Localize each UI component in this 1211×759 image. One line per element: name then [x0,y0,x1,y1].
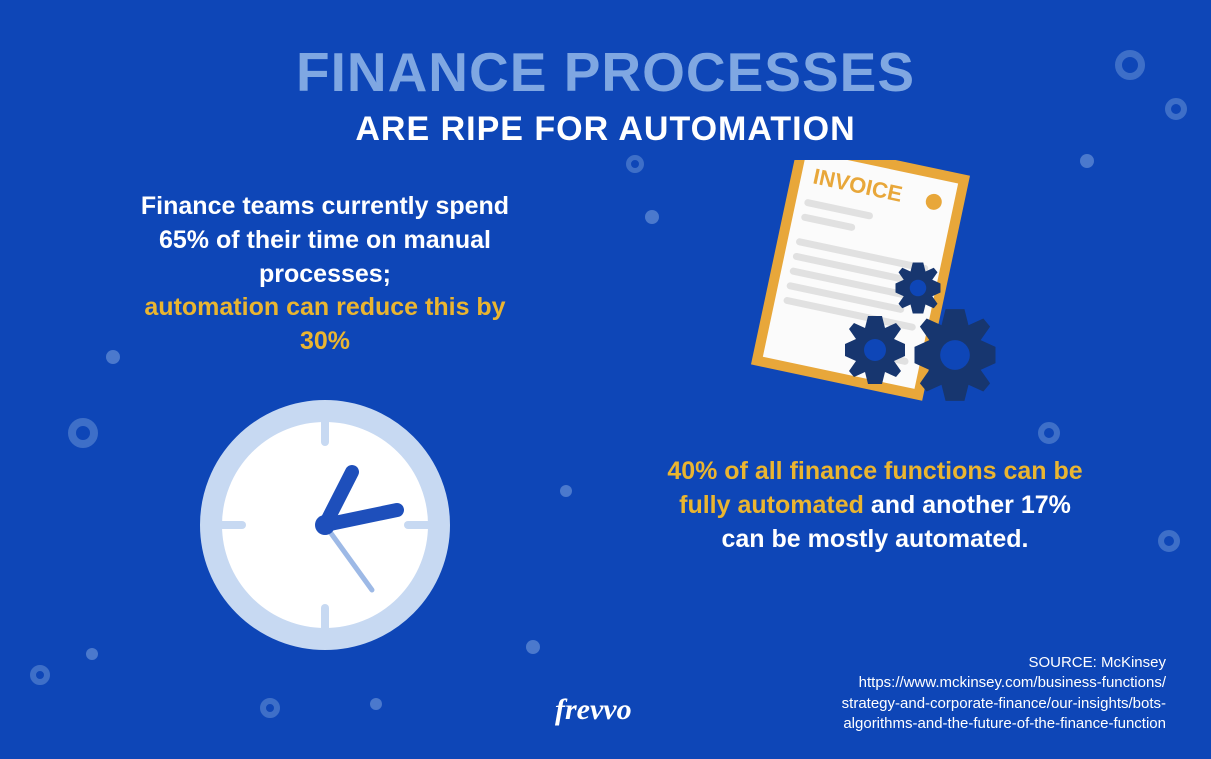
infographic-canvas: FINANCE PROCESSES ARE RIPE FOR AUTOMATIO… [0,0,1211,759]
stat-left-yellow: automation can reduce this by 30% [130,291,520,359]
brand-logo: frevvo [555,693,632,727]
stat-left-white: Finance teams currently spend 65% of the… [141,192,509,288]
headline-line2: ARE RIPE FOR AUTOMATION [0,110,1211,149]
deco-dot [86,648,98,660]
stat-block-left: Finance teams currently spend 65% of the… [130,190,520,359]
deco-ring [626,155,644,173]
deco-dot [560,485,572,497]
headline-line1: FINANCE PROCESSES [0,40,1211,104]
deco-ring [1158,530,1180,552]
invoice-gears-icon: INVOICE [750,160,1010,440]
deco-dot [1080,154,1094,168]
deco-ring [1038,422,1060,444]
deco-dot [526,640,540,654]
clock-icon [200,400,450,650]
deco-ring [68,418,98,448]
deco-ring [260,698,280,718]
deco-ring [30,665,50,685]
deco-dot [106,350,120,364]
source-label: SOURCE: McKinsey [1028,654,1166,671]
source-url-2: strategy-and-corporate-finance/our-insig… [842,695,1166,712]
deco-dot [645,210,659,224]
stat-block-right: 40% of all finance functions can be full… [660,455,1090,556]
source-citation: SOURCE: McKinsey https://www.mckinsey.co… [726,653,1166,734]
source-url-3: algorithms-and-the-future-of-the-finance… [843,715,1166,732]
source-url-1: https://www.mckinsey.com/business-functi… [859,674,1166,691]
deco-dot [370,698,382,710]
